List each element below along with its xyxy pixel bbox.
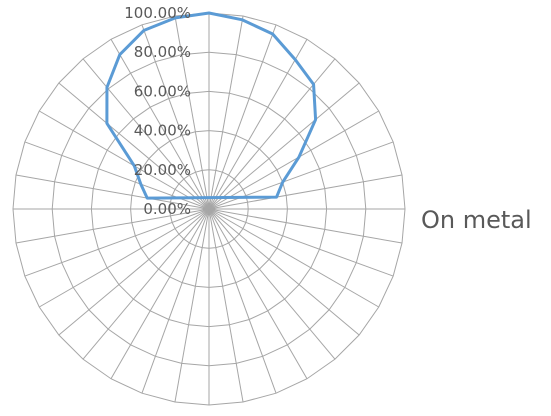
grid-spoke — [208, 208, 336, 360]
grid-spoke — [110, 39, 210, 210]
grid-spoke — [141, 24, 210, 210]
grid-spoke — [39, 110, 210, 210]
grid-ring — [12, 12, 406, 406]
grid-spoke — [208, 208, 360, 336]
grid-spoke — [208, 82, 360, 210]
grid-spoke — [208, 208, 308, 379]
grid-ring — [51, 51, 367, 367]
grid-spoke — [208, 208, 379, 308]
series-line — [105, 11, 318, 200]
grid-spoke — [208, 110, 379, 210]
grid-spoke — [39, 208, 210, 308]
grid-spoke — [141, 208, 210, 394]
grid-spoke — [208, 208, 403, 244]
legend: On metal — [421, 206, 532, 234]
grid-rings — [12, 12, 406, 406]
tick-label: 60.00% — [134, 82, 191, 100]
tick-labels: 0.00% 20.00% 40.00% 60.00% 80.00% 100.00% — [124, 4, 191, 218]
grid-spoke — [82, 58, 210, 210]
grid-spoke — [15, 208, 210, 244]
tick-label: 20.00% — [134, 161, 191, 179]
grid-spoke — [208, 174, 403, 210]
grid-spoke — [15, 174, 210, 210]
grid-spoke — [174, 15, 210, 210]
grid-spoke — [208, 208, 244, 403]
legend-label: On metal — [421, 206, 532, 234]
tick-label: 100.00% — [124, 4, 191, 22]
grid-spoke — [174, 208, 210, 403]
grid-spokes — [13, 13, 405, 405]
grid-spoke — [208, 39, 308, 210]
grid-spoke — [58, 208, 210, 336]
tick-label: 40.00% — [134, 122, 191, 140]
grid-spoke — [82, 208, 210, 360]
tick-label: 0.00% — [143, 200, 191, 218]
grid-spoke — [24, 208, 210, 277]
tick-label: 80.00% — [134, 43, 191, 61]
grid-spoke — [208, 208, 277, 394]
grid-ring — [130, 130, 288, 288]
grid-spoke — [208, 208, 394, 277]
grid-spoke — [58, 82, 210, 210]
series-layer — [105, 11, 318, 200]
grid-spoke — [208, 24, 277, 210]
grid-spoke — [208, 15, 244, 210]
grid-ring — [90, 90, 328, 328]
grid-ring — [169, 169, 249, 249]
grid-spoke — [110, 208, 210, 379]
